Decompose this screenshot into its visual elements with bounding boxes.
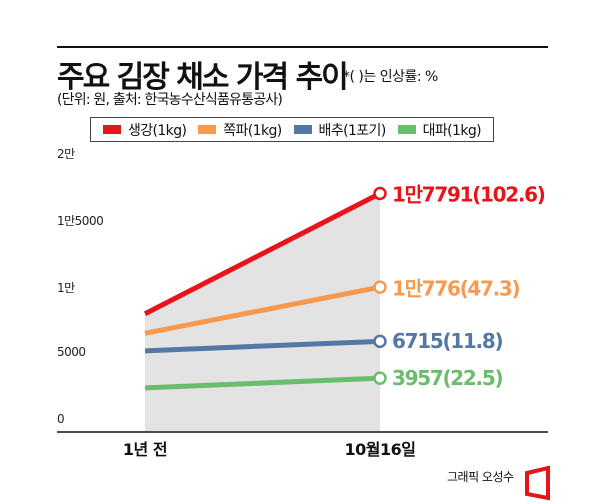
legend-label: 대파(1kg) [422, 122, 482, 139]
y-tick-label: 1만5000 [57, 213, 104, 228]
top-rule [57, 46, 548, 48]
legend-swatch [102, 125, 121, 134]
end-point-marker [373, 186, 387, 201]
legend-label: 생강(1kg) [127, 122, 187, 139]
legend-label: 쪽파(1kg) [223, 122, 282, 139]
legend: 생강(1kg) 쪽파(1kg) 배추(1포기) 대파(1kg) [90, 117, 494, 142]
y-tick-label: 1만 [57, 280, 75, 295]
credit: 그래픽 오성수 [447, 470, 514, 484]
legend-item: 대파(1kg) [397, 120, 482, 140]
legend-swatch [397, 125, 416, 134]
y-tick-label: 5000 [57, 345, 86, 360]
y-tick-label: 2만 [57, 147, 75, 161]
legend-item: 쪽파(1kg) [198, 120, 282, 140]
end-point-marker [373, 371, 387, 385]
legend-item: 생강(1kg) [102, 120, 187, 140]
chart-title: 주요 김장 채소 가격 추이 [57, 60, 349, 95]
value-label: 3957(22.5) [392, 366, 504, 391]
legend-label: 배추(1포기) [318, 122, 387, 139]
series-line [143, 191, 382, 316]
value-label: 1만7791(102.6) [392, 182, 546, 207]
chart-note: *( )는 인상률: % [343, 69, 438, 85]
end-point-marker [373, 334, 387, 349]
value-label: 6715(11.8) [392, 329, 504, 354]
legend-swatch [293, 125, 312, 134]
series-line [144, 284, 381, 336]
value-label: 1만776(47.3) [392, 276, 521, 301]
y-tick-label: 0 [57, 412, 65, 426]
legend-item: 배추(1포기) [293, 120, 387, 140]
chart-subtitle: (단위: 원, 출처: 한국농수산식품유통공사) [57, 92, 283, 108]
x-tick-label: 10월16일 [344, 440, 416, 459]
legend-swatch [198, 125, 217, 134]
end-point-marker [373, 280, 387, 294]
series-line [144, 338, 381, 354]
x-tick-label: 1년 전 [122, 440, 168, 459]
series-line [144, 375, 381, 391]
